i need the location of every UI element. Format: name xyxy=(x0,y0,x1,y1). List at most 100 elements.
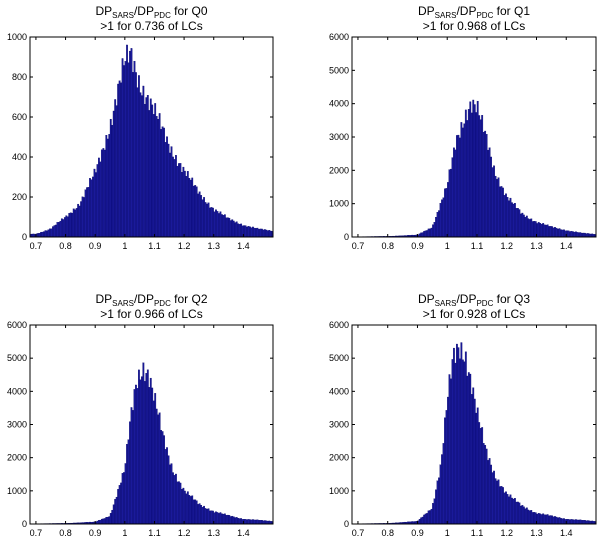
x-tick-label: 1.2 xyxy=(500,528,513,538)
histogram-bar xyxy=(234,222,237,238)
histogram-bar xyxy=(461,127,464,238)
histogram-bar xyxy=(420,517,423,525)
histogram-bar xyxy=(546,224,549,238)
x-tick-label: 1.4 xyxy=(560,241,573,251)
histogram-bar xyxy=(438,477,440,525)
histogram-bar xyxy=(173,159,176,238)
histogram-bar xyxy=(152,114,155,238)
y-tick-label: 2000 xyxy=(329,453,349,463)
histogram-bar xyxy=(106,138,109,238)
histogram-bar xyxy=(240,223,243,238)
histogram-bar xyxy=(487,460,490,525)
histogram-bar xyxy=(481,115,484,238)
histogram-bar xyxy=(98,520,100,525)
histogram-bar xyxy=(524,216,527,238)
histogram-bar xyxy=(228,217,231,238)
histogram-bar xyxy=(576,519,579,525)
histogram-bar xyxy=(143,103,146,238)
histogram-bar xyxy=(577,519,580,525)
histogram-bar xyxy=(114,99,117,238)
histogram-bar xyxy=(503,195,506,238)
histogram-bar xyxy=(109,513,112,525)
histogram-bar xyxy=(494,478,497,525)
histogram-bar xyxy=(142,85,145,238)
x-tick-label: 1 xyxy=(122,241,127,251)
histogram-bar xyxy=(102,518,105,525)
histogram-bar xyxy=(255,228,257,238)
histogram-bar xyxy=(577,232,580,238)
title-subscript: SARS xyxy=(435,11,457,20)
histogram-bar xyxy=(259,520,262,525)
histogram-panel-q3: DPSARS/DPPDC for Q3>1 for 0.928 of LCs 0.… xyxy=(329,292,597,538)
title-part: for Q0 xyxy=(171,4,208,18)
y-tick-label: 0 xyxy=(344,232,349,242)
chart-title: DPSARS/DPPDC for Q2 xyxy=(95,292,207,308)
histogram-bar xyxy=(464,109,467,238)
histogram-bar xyxy=(576,232,579,238)
histogram-bar xyxy=(212,207,214,238)
histogram-bar xyxy=(506,494,509,525)
histogram-bar xyxy=(234,517,237,525)
histogram-bar xyxy=(109,118,112,238)
histogram-bar xyxy=(195,500,198,525)
histogram-bar xyxy=(66,216,69,238)
histogram-bar xyxy=(522,506,525,525)
histogram-bar xyxy=(499,486,501,525)
y-tick-label: 3000 xyxy=(329,420,349,430)
histogram-bar xyxy=(561,229,564,238)
histogram-bar xyxy=(439,203,442,238)
histogram-bar xyxy=(216,211,219,238)
x-tick-label: 1.3 xyxy=(207,241,220,251)
histogram-bar xyxy=(140,95,143,238)
chart-subtitle: >1 for 0.736 of LCs xyxy=(100,19,202,33)
histogram-bar xyxy=(194,499,197,525)
title-part: for Q2 xyxy=(171,292,208,306)
histogram-bar xyxy=(432,503,434,525)
title-part: /DP xyxy=(134,4,154,18)
histogram-bar xyxy=(244,519,247,525)
histogram-bar xyxy=(252,226,254,238)
histogram-bar xyxy=(450,378,452,525)
histogram-bar xyxy=(256,519,259,525)
chart-subtitle: >1 for 0.966 of LCs xyxy=(100,307,202,321)
histogram-bar xyxy=(421,232,424,238)
histogram-bar xyxy=(549,515,552,525)
histogram-bar xyxy=(105,135,108,238)
histogram-bar xyxy=(575,231,577,238)
histogram-bar xyxy=(84,189,87,238)
histogram-bars xyxy=(29,362,274,525)
histogram-bar xyxy=(200,195,203,238)
histogram-bar xyxy=(167,143,170,238)
histogram-bar xyxy=(238,518,241,525)
histogram-bar xyxy=(188,495,191,525)
histogram-bar xyxy=(136,388,139,525)
y-tick-label: 1000 xyxy=(329,199,349,209)
histogram-bar xyxy=(207,202,210,238)
histogram-bar xyxy=(572,231,574,238)
histogram-bar xyxy=(180,171,183,238)
histogram-bar xyxy=(463,361,466,525)
histogram-bar xyxy=(100,518,103,525)
histogram-bar xyxy=(537,222,540,238)
histogram-bar xyxy=(525,215,528,238)
histogram-bar xyxy=(132,72,134,238)
histogram-bar xyxy=(179,482,182,525)
histogram-bar xyxy=(447,396,449,525)
histogram-bar xyxy=(59,220,62,238)
histogram-bar xyxy=(189,179,192,238)
histogram-bar xyxy=(512,498,515,525)
x-tick-label: 1.2 xyxy=(178,528,191,538)
x-tick-label: 0.8 xyxy=(59,241,72,251)
histogram-bar xyxy=(191,177,194,238)
histogram-bar xyxy=(198,191,201,238)
histogram-bar xyxy=(46,230,48,238)
histogram-bar xyxy=(44,230,47,238)
histogram-bar xyxy=(555,516,558,525)
histogram-bar xyxy=(92,176,94,238)
histogram-bar xyxy=(488,458,491,525)
histogram-bars xyxy=(29,44,274,238)
histogram-bar xyxy=(135,384,137,525)
histogram-bar xyxy=(173,475,176,525)
histogram-bar xyxy=(448,374,451,525)
histogram-bar xyxy=(132,410,134,525)
